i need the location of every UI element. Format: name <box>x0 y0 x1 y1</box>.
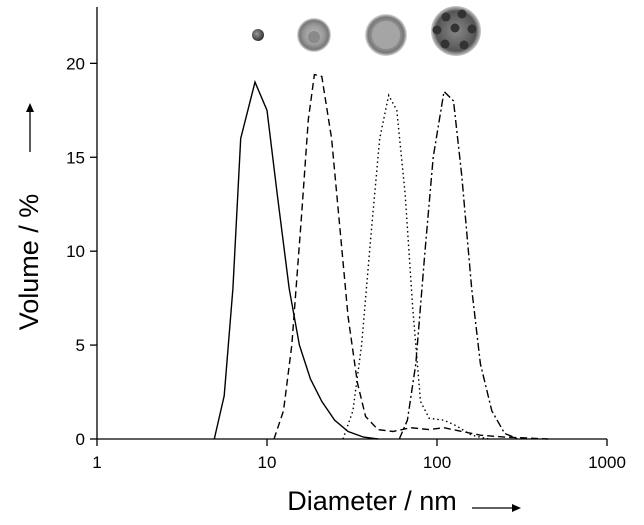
x-arrow <box>472 504 521 512</box>
x-tick-label: 1000 <box>588 453 626 472</box>
particle-icons <box>252 6 481 56</box>
series-line <box>213 79 379 440</box>
series-line <box>273 73 549 440</box>
x-tick-label: 100 <box>423 453 451 472</box>
y-tick-label: 10 <box>66 242 85 261</box>
series-line <box>398 90 519 440</box>
series-line <box>342 93 489 440</box>
x-tick-label: 1 <box>92 453 101 472</box>
y-axis-title: Volume / % <box>14 194 44 331</box>
y-tick-label: 5 <box>76 336 85 355</box>
y-tick-label: 20 <box>66 54 85 73</box>
y-arrow <box>26 103 34 152</box>
y-tick-label: 0 <box>76 430 85 449</box>
y-tick-label: 15 <box>66 148 85 167</box>
x-axis-title: Diameter / nm <box>287 486 457 516</box>
x-tick-label: 10 <box>258 453 277 472</box>
